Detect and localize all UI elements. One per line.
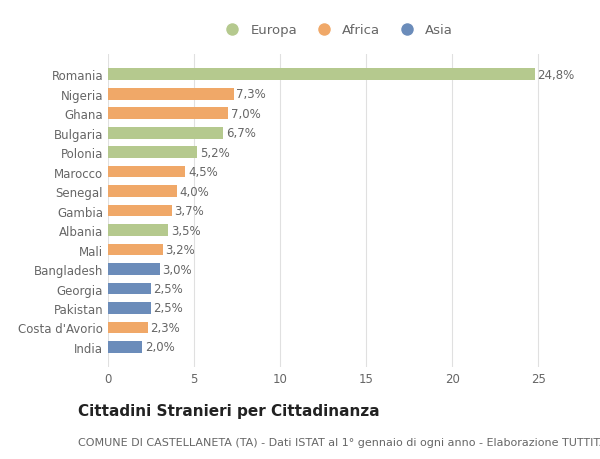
Bar	[108, 128, 223, 139]
Text: 7,3%: 7,3%	[236, 88, 266, 101]
Bar	[108, 283, 151, 295]
Bar	[108, 263, 160, 275]
Bar	[108, 322, 148, 334]
Bar	[108, 244, 163, 256]
Text: 2,5%: 2,5%	[154, 302, 184, 315]
Bar	[108, 341, 142, 353]
Text: 4,0%: 4,0%	[179, 185, 209, 198]
Text: 3,7%: 3,7%	[174, 205, 204, 218]
Text: COMUNE DI CASTELLANETA (TA) - Dati ISTAT al 1° gennaio di ogni anno - Elaborazio: COMUNE DI CASTELLANETA (TA) - Dati ISTAT…	[78, 437, 600, 447]
Text: 5,2%: 5,2%	[200, 146, 230, 159]
Text: 24,8%: 24,8%	[538, 68, 575, 82]
Bar	[108, 108, 229, 120]
Bar	[108, 69, 535, 81]
Text: 3,0%: 3,0%	[162, 263, 192, 276]
Bar	[108, 167, 185, 178]
Bar	[108, 147, 197, 159]
Bar	[108, 205, 172, 217]
Text: 2,5%: 2,5%	[154, 282, 184, 295]
Text: 2,3%: 2,3%	[150, 321, 180, 334]
Bar	[108, 186, 177, 197]
Text: 3,5%: 3,5%	[171, 224, 200, 237]
Text: 4,5%: 4,5%	[188, 166, 218, 179]
Bar	[108, 302, 151, 314]
Text: 7,0%: 7,0%	[231, 107, 261, 120]
Text: 6,7%: 6,7%	[226, 127, 256, 140]
Text: 3,2%: 3,2%	[166, 244, 196, 257]
Legend: Europa, Africa, Asia: Europa, Africa, Asia	[219, 24, 453, 37]
Text: 2,0%: 2,0%	[145, 341, 175, 354]
Bar	[108, 225, 168, 236]
Text: Cittadini Stranieri per Cittadinanza: Cittadini Stranieri per Cittadinanza	[78, 403, 380, 419]
Bar	[108, 89, 233, 101]
